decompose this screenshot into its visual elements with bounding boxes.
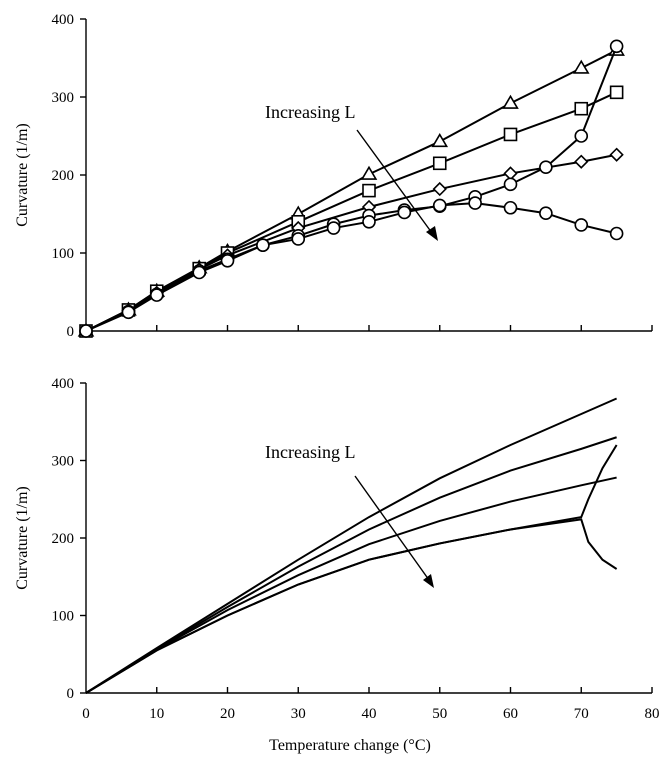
series-line-4 (85, 444, 618, 694)
y-tick-label: 200 (52, 531, 75, 547)
circle-marker (503, 200, 518, 215)
circle-marker (291, 232, 306, 246)
circle-marker (362, 215, 376, 229)
square-marker (432, 156, 447, 171)
y-tick-label: 300 (52, 454, 75, 470)
square-marker (609, 85, 624, 100)
circle-marker (220, 253, 235, 268)
y-tick-label: 100 (52, 609, 75, 625)
x-tick-label: 30 (291, 706, 306, 722)
circle-marker (539, 206, 553, 221)
y-tick-label: 0 (67, 324, 75, 340)
circle-marker (192, 265, 206, 280)
y-tick-label: 400 (52, 12, 75, 28)
top-series-group (77, 39, 625, 339)
diamond-marker (432, 181, 447, 197)
bottom-annotation-text: Increasing L (265, 442, 355, 462)
y-tick-label: 100 (52, 246, 75, 262)
x-tick-label: 0 (82, 706, 90, 722)
square-marker (362, 183, 376, 198)
circle-marker (609, 39, 624, 54)
circle-marker (609, 226, 624, 241)
circle-marker (539, 160, 553, 174)
series-line-1 (85, 397, 618, 694)
bottom-y-axis-label: Curvature (1/m) (14, 486, 31, 590)
diamond-marker (574, 154, 589, 169)
triangle-marker (360, 165, 378, 180)
x-tick-label: 60 (503, 706, 518, 722)
diamond-marker (609, 147, 624, 162)
square-marker (574, 101, 589, 116)
circle-marker (574, 218, 589, 232)
top-panel: 0 100 200 300 400 Curvature (1/m) Increasing… (14, 12, 653, 340)
top-annotation-arrow (356, 129, 438, 241)
bottom-series-group (85, 397, 618, 694)
y-tick-label: 0 (67, 686, 75, 702)
x-tick-label: 40 (362, 706, 377, 722)
circle-marker (121, 305, 136, 320)
series-line-3 (85, 476, 617, 694)
bottom-x-ticks: 0 10 20 30 40 50 60 70 80 (82, 687, 660, 722)
series-line-5 (85, 202, 617, 332)
x-tick-label: 10 (149, 706, 164, 722)
x-tick-label: 80 (645, 706, 660, 722)
bottom-x-axis-label: Temperature change (°C) (269, 737, 431, 754)
bottom-panel: 0 100 200 300 400 0 10 20 30 40 50 60 70 80 Curvatur… (14, 376, 660, 754)
circle-marker (432, 198, 447, 213)
circle-marker (503, 177, 518, 192)
x-tick-label: 50 (432, 706, 447, 722)
y-tick-label: 200 (52, 168, 75, 184)
square-marker (503, 127, 518, 142)
y-tick-label: 400 (52, 376, 75, 392)
series-line-3 (85, 153, 617, 332)
series-line-5 (85, 518, 618, 694)
y-tick-label: 300 (52, 90, 75, 106)
top-x-tick-marks (156, 325, 653, 331)
bottom-annotation-arrow (354, 475, 434, 588)
circle-marker (79, 324, 93, 338)
series-line-4 (85, 45, 618, 332)
triangle-marker (431, 132, 449, 148)
top-y-ticks: 0 100 200 300 400 (52, 12, 86, 340)
circle-marker (574, 129, 589, 143)
circle-marker (256, 238, 270, 252)
series-line-2 (85, 436, 617, 694)
top-y-axis-label: Curvature (1/m) (14, 123, 31, 227)
circle-marker (468, 196, 482, 210)
x-tick-label: 70 (574, 706, 589, 722)
top-annotation-text: Increasing L (265, 102, 355, 122)
circle-marker (326, 221, 341, 235)
triangle-marker (502, 94, 519, 109)
circle-marker (149, 288, 164, 302)
x-tick-label: 20 (220, 706, 235, 722)
bottom-y-ticks: 0 100 200 300 400 (52, 376, 86, 702)
circle-marker (397, 205, 412, 220)
triangle-marker (572, 59, 590, 74)
